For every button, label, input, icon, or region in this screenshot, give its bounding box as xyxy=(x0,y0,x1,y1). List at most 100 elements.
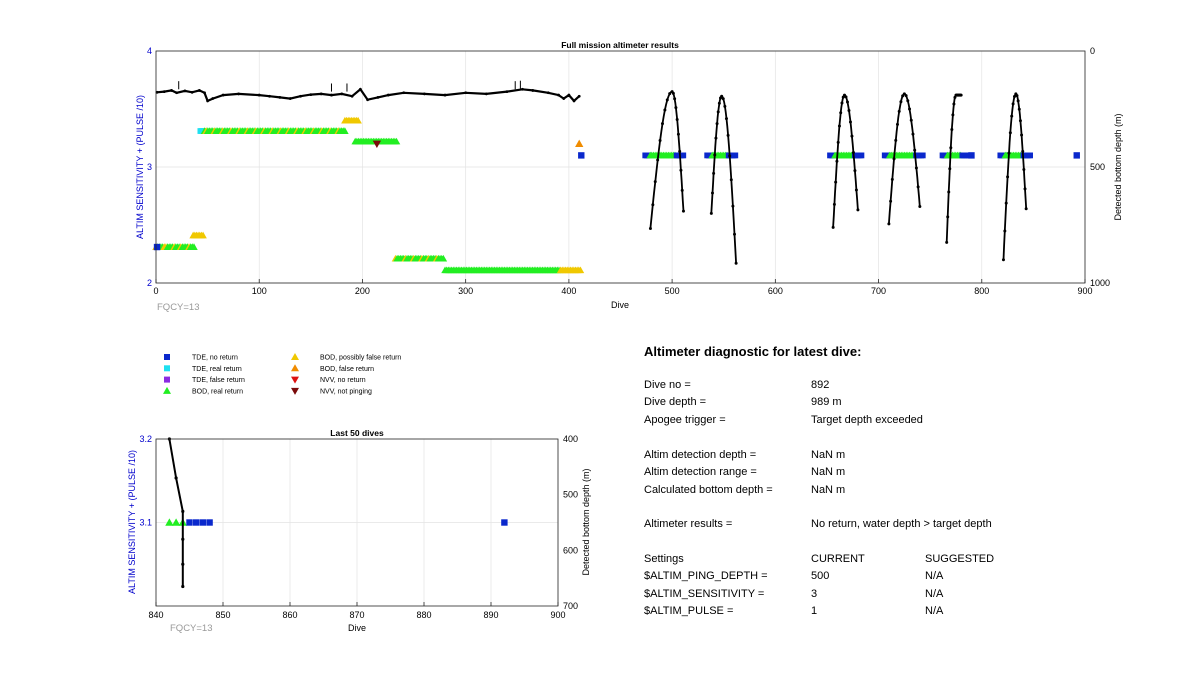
depth-point xyxy=(952,102,956,106)
depth-point xyxy=(181,509,185,513)
depth-point xyxy=(729,178,733,182)
depth-point xyxy=(358,87,362,91)
depth-point xyxy=(1024,207,1028,211)
bottom-y-label: ALTIM SENSITIVITY + (PULSE /10) xyxy=(127,450,137,594)
nvv-not-marker xyxy=(372,140,382,148)
legend-square-marker xyxy=(164,376,170,383)
depth-point xyxy=(366,98,370,102)
tde-no-marker xyxy=(186,519,193,526)
settings-row-key: $ALTIM_PULSE = xyxy=(644,605,734,617)
depth-point xyxy=(521,87,524,91)
depth-point xyxy=(319,92,323,96)
top-ticks: 0 100 200 300 400 500 600 700 800 900 2 3 4 0 500 1000 xyxy=(147,46,1110,296)
depth-point xyxy=(723,104,727,108)
settings-row-value: 3 xyxy=(811,588,818,600)
depth-point xyxy=(731,204,735,208)
legend-triangle-down-marker xyxy=(291,376,299,384)
depth-point xyxy=(1021,149,1025,153)
depth-point xyxy=(170,89,173,92)
y2-tick-label: 600 xyxy=(563,545,578,555)
depth-point xyxy=(890,177,894,181)
depth-point xyxy=(832,202,836,206)
depth-point xyxy=(889,199,893,203)
depth-point xyxy=(299,94,302,98)
depth-point xyxy=(734,261,738,265)
bod-real-marker xyxy=(392,137,401,145)
depth-point xyxy=(850,134,854,138)
depth-point xyxy=(1012,94,1016,98)
depth-point xyxy=(1015,94,1019,98)
top-chart-title: Full mission altimeter results xyxy=(561,40,679,50)
diagnostic-row-key: Altim detection range = xyxy=(644,466,757,478)
top-y2-label: Detected bottom depth (m) xyxy=(1113,113,1123,220)
bod-false-marker xyxy=(575,139,584,147)
depth-point xyxy=(946,215,950,219)
depth-point xyxy=(909,118,913,122)
x-tick-label: 400 xyxy=(561,286,576,296)
depth-point xyxy=(181,562,185,566)
depth-point xyxy=(1001,258,1005,262)
bod-real-marker xyxy=(171,518,181,526)
y-tick-label: 2 xyxy=(147,278,152,288)
depth-point xyxy=(340,92,344,96)
depth-point xyxy=(221,93,225,97)
depth-point xyxy=(717,101,721,105)
depth-point xyxy=(853,169,857,173)
depth-point xyxy=(1007,151,1011,155)
tde-no-marker xyxy=(206,519,213,526)
diagnostic-row-key: Dive depth = xyxy=(644,396,707,408)
depth-point xyxy=(678,149,682,153)
depth-point xyxy=(350,94,354,98)
diagnostic-row-value: NaN m xyxy=(811,449,846,461)
bottom-x-label: Dive xyxy=(348,623,366,633)
settings-row-key: $ALTIM_SENSITIVITY = xyxy=(644,588,765,600)
bottom-depth-line xyxy=(168,438,184,587)
depth-point xyxy=(653,180,657,184)
bottom-y2-label: Detected bottom depth (m) xyxy=(581,468,591,575)
legend-label: BOD, possibly false return xyxy=(320,355,401,362)
depth-point xyxy=(1008,131,1012,135)
legend-label: NVV, not pinging xyxy=(320,388,372,395)
bod-possibly-false-marker xyxy=(199,231,207,239)
tde-no-marker xyxy=(193,519,200,526)
x-tick-label: 0 xyxy=(153,286,158,296)
depth-point xyxy=(671,91,675,95)
bod-real-marker xyxy=(439,254,448,262)
x-tick-label: 800 xyxy=(974,286,989,296)
depth-point xyxy=(837,124,841,128)
depth-point xyxy=(197,89,201,92)
depth-point xyxy=(959,93,963,97)
depth-point xyxy=(1006,175,1010,179)
depth-point xyxy=(288,97,292,100)
depth-point xyxy=(386,93,390,97)
settings-header-value: CURRENT xyxy=(811,553,865,565)
legend-triangle-up-marker xyxy=(163,386,171,394)
depth-point xyxy=(897,109,901,113)
depth-point xyxy=(949,146,953,150)
depth-point xyxy=(402,91,406,95)
legend-item: TDE, real return xyxy=(164,365,242,373)
depth-point xyxy=(211,97,215,100)
depth-point xyxy=(831,225,835,229)
bod-real-marker xyxy=(341,127,349,134)
depth-point xyxy=(913,148,917,152)
depth-point xyxy=(712,171,716,175)
depth-point xyxy=(257,93,261,97)
depth-point xyxy=(845,100,849,104)
depth-point xyxy=(1017,107,1021,111)
legend-item: NVV, not pinging xyxy=(291,387,372,395)
depth-point xyxy=(914,166,918,170)
bottom-depth-series xyxy=(167,437,185,589)
plateau-depth-line xyxy=(156,87,580,103)
y-tick-label: 3.1 xyxy=(139,518,152,528)
depth-point xyxy=(887,222,891,226)
settings-row-value: 1 xyxy=(811,605,818,617)
y2-tick-label: 1000 xyxy=(1090,278,1110,288)
depth-point xyxy=(947,190,951,194)
depth-point xyxy=(715,122,719,126)
depth-point xyxy=(709,211,713,215)
top-fqcy-annotation: FQCY=13 xyxy=(157,302,200,313)
depth-point xyxy=(953,95,957,99)
depth-point xyxy=(675,118,679,122)
